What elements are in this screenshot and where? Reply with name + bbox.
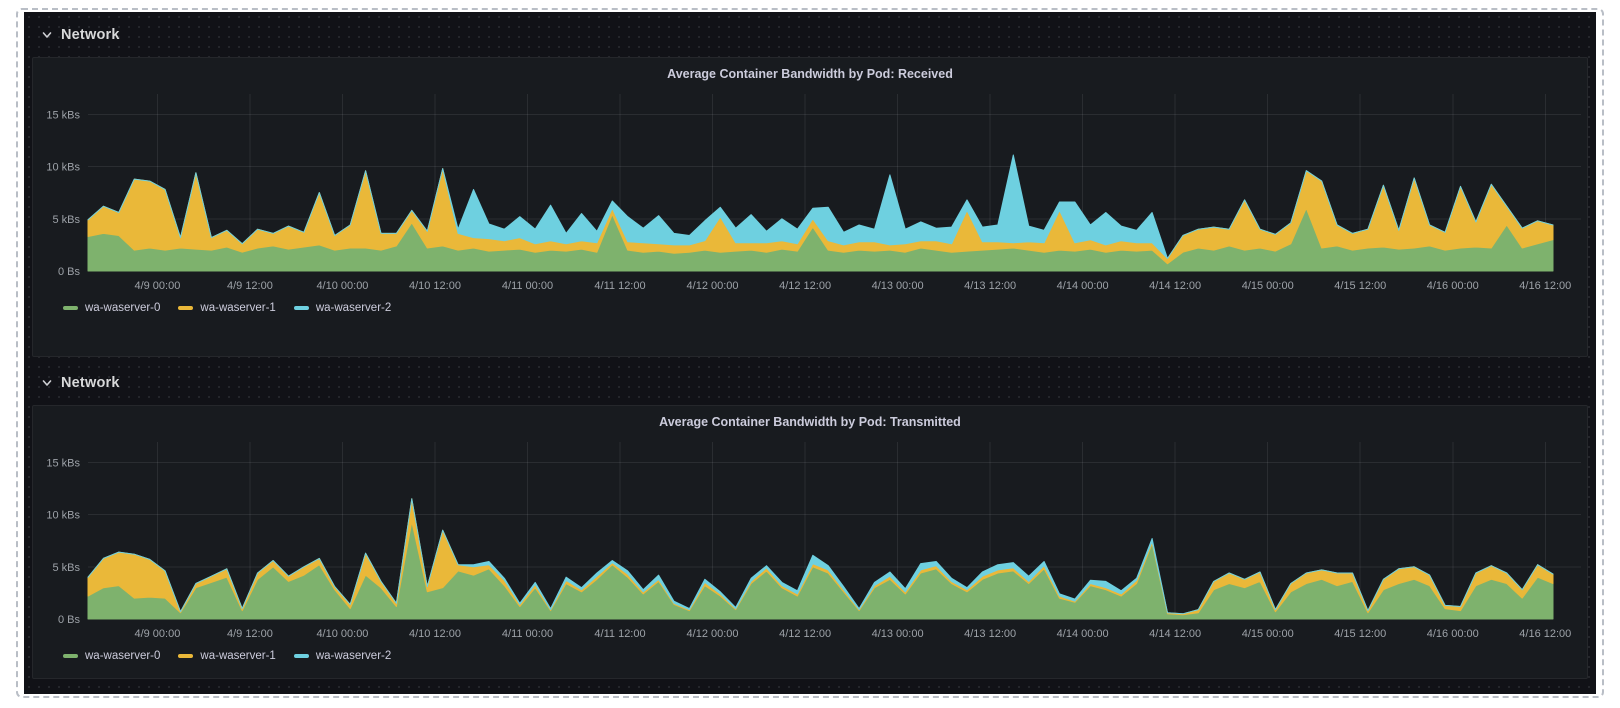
x-axis-label: 4/14 00:00	[1057, 628, 1109, 640]
legend-item-wa-waserver-1[interactable]: wa-waserver-1	[178, 650, 276, 662]
x-axis-label: 4/9 00:00	[134, 280, 180, 292]
x-axis-label: 4/10 12:00	[409, 280, 461, 292]
x-axis-label: 4/16 00:00	[1427, 280, 1479, 292]
row-title[interactable]: Network	[61, 27, 120, 43]
x-axis-label: 4/9 00:00	[134, 628, 180, 640]
legend-item-wa-waserver-2[interactable]: wa-waserver-2	[293, 650, 392, 662]
x-axis-label: 4/13 12:00	[964, 280, 1016, 292]
x-axis-label: 4/12 00:00	[687, 280, 739, 292]
y-axis-label: 10 kBs	[46, 510, 80, 522]
x-axis-label: 4/11 12:00	[594, 628, 645, 640]
legend-swatch-icon	[178, 306, 194, 310]
legend: wa-waserver-0 wa-waserver-1 wa-waserver-2	[63, 650, 1587, 662]
legend-item-wa-waserver-1[interactable]: wa-waserver-1	[178, 302, 276, 314]
x-axis-label: 4/15 12:00	[1334, 628, 1386, 640]
x-axis-label: 4/11 00:00	[502, 280, 553, 292]
y-axis-label: 15 kBs	[46, 109, 80, 121]
x-axis-label: 4/14 00:00	[1057, 280, 1109, 292]
x-axis-label: 4/9 12:00	[227, 280, 273, 292]
legend-label: wa-waserver-2	[315, 650, 392, 662]
y-axis-label: 0 Bs	[58, 614, 81, 626]
y-axis-label: 5 kBs	[52, 214, 80, 226]
grafana-dashboard: Network Average Container Bandwidth by P…	[24, 12, 1596, 694]
x-axis-label: 4/10 00:00	[316, 280, 368, 292]
x-axis-label: 4/10 12:00	[409, 628, 461, 640]
legend-swatch-icon	[63, 306, 78, 310]
x-axis-label: 4/10 00:00	[316, 628, 368, 640]
x-axis-label: 4/13 12:00	[964, 628, 1016, 640]
x-axis-label: 4/12 12:00	[779, 628, 831, 640]
x-axis-label: 4/13 00:00	[872, 280, 924, 292]
x-axis-label: 4/12 12:00	[779, 280, 831, 292]
legend-item-wa-waserver-2[interactable]: wa-waserver-2	[293, 302, 392, 314]
x-axis-label: 4/11 12:00	[594, 280, 645, 292]
panel-title[interactable]: Average Container Bandwidth by Pod: Rece…	[667, 67, 953, 81]
y-axis-label: 0 Bs	[58, 266, 81, 278]
x-axis-label: 4/14 12:00	[1149, 280, 1201, 292]
series-area-wa-waserver-2	[87, 498, 1554, 615]
row-header-network-1[interactable]: Network	[40, 25, 1588, 45]
legend-swatch-icon	[178, 654, 194, 658]
x-axis-label: 4/14 12:00	[1149, 628, 1201, 640]
legend-label: wa-waserver-1	[200, 302, 276, 314]
time-series-plot-transmitted[interactable]: 0 Bs 5 kBs 10 kBs 15 kBs 4/9 00:00 4/9 12:00 4…	[33, 434, 1587, 646]
x-axis-label: 4/15 12:00	[1334, 280, 1386, 292]
row-title[interactable]: Network	[61, 375, 120, 391]
chevron-down-icon[interactable]	[40, 376, 54, 390]
row-header-network-2[interactable]: Network	[40, 373, 1588, 393]
chevron-down-icon[interactable]	[40, 28, 54, 42]
legend-swatch-icon	[293, 306, 309, 310]
y-axis-label: 10 kBs	[46, 162, 80, 174]
legend-swatch-icon	[293, 654, 309, 658]
y-axis-label: 5 kBs	[52, 562, 80, 574]
panel-title[interactable]: Average Container Bandwidth by Pod: Tran…	[659, 415, 961, 429]
legend: wa-waserver-0 wa-waserver-1 wa-waserver-2	[63, 302, 1587, 314]
legend-label: wa-waserver-0	[85, 650, 161, 662]
screenshot-frame: Network Average Container Bandwidth by P…	[16, 8, 1604, 698]
x-axis-label: 4/16 00:00	[1427, 628, 1479, 640]
x-axis-label: 4/15 00:00	[1242, 280, 1294, 292]
legend-label: wa-waserver-1	[200, 650, 276, 662]
panel-transmitted: Average Container Bandwidth by Pod: Tran…	[32, 405, 1588, 679]
x-axis-label: 4/9 12:00	[227, 628, 273, 640]
x-axis-label: 4/11 00:00	[502, 628, 553, 640]
time-series-plot-received[interactable]: 0 Bs 5 kBs 10 kBs 15 kBs 4/9 00:00 4/9 12:00 4…	[33, 86, 1587, 298]
legend-swatch-icon	[63, 654, 78, 658]
legend-label: wa-waserver-0	[85, 302, 161, 314]
x-axis-label: 4/12 00:00	[687, 628, 739, 640]
x-axis-label: 4/15 00:00	[1242, 628, 1294, 640]
x-axis-label: 4/16 12:00	[1519, 280, 1571, 292]
x-axis-label: 4/16 12:00	[1519, 628, 1571, 640]
legend-item-wa-waserver-0[interactable]: wa-waserver-0	[63, 650, 160, 662]
legend-label: wa-waserver-2	[315, 302, 392, 314]
x-axis-label: 4/13 00:00	[872, 628, 924, 640]
series-area-wa-waserver-2	[87, 154, 1554, 259]
legend-item-wa-waserver-0[interactable]: wa-waserver-0	[63, 302, 160, 314]
y-axis-label: 15 kBs	[46, 457, 80, 469]
panel-received: Average Container Bandwidth by Pod: Rece…	[32, 57, 1588, 357]
